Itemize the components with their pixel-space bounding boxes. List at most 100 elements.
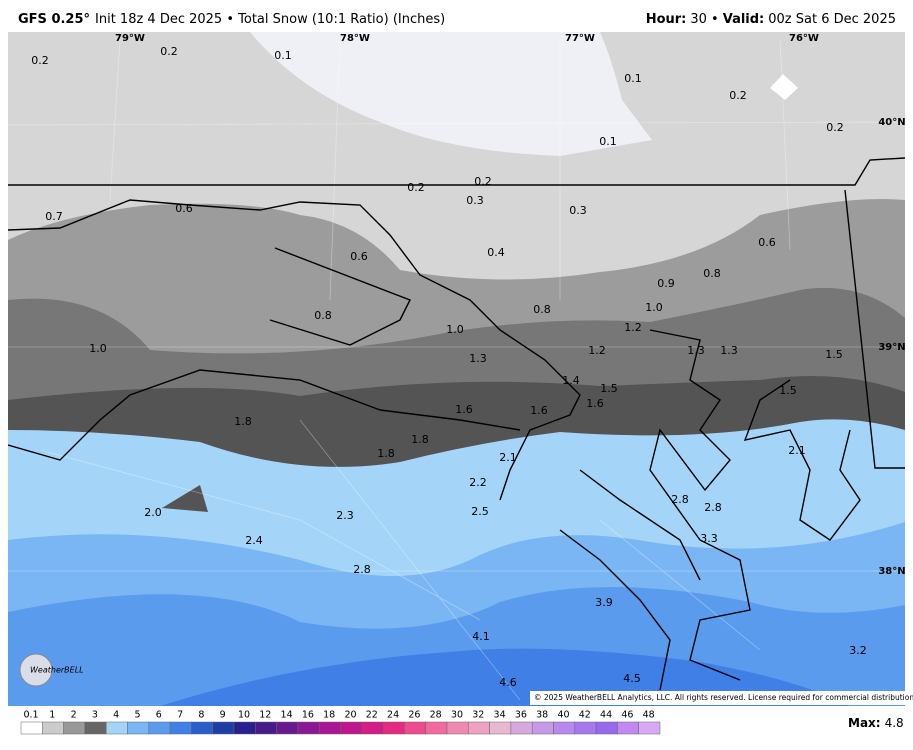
snow-label: 1.0 [446,323,464,336]
colorbar-tick-label: 28 [430,710,442,721]
valid-label: Valid: [723,12,765,27]
snow-label: 2.4 [245,534,263,547]
snow-label: 4.1 [472,630,490,643]
colorbar-swatch [276,721,299,735]
copyright: © 2025 WeatherBELL Analytics, LLC. All r… [534,693,913,702]
model: GFS 0.25° [18,12,90,27]
max: Max: 4.8 [848,716,904,730]
colorbar-tick-label: 36 [515,710,527,721]
snow-label: 0.6 [175,202,193,215]
snow-label: 0.4 [487,246,505,259]
colorbar-swatch [489,721,512,735]
colorbar-tick-label: 5 [134,710,140,721]
colorbar-tick-label: 26 [408,710,420,721]
colorbar-tick-label: 9 [220,710,226,721]
colorbar-swatch [595,721,618,735]
snow-label: 1.3 [720,344,738,357]
colorbar-tick-label: 12 [259,710,271,721]
colorbar-tick-label: 34 [494,710,506,721]
colorbar-swatch [340,721,363,735]
snow-label: 0.7 [45,210,63,223]
colorbar-swatch [212,721,235,735]
grid-roads [8,39,905,701]
colorbar-swatch [318,721,341,735]
snow-label: 2.5 [471,505,489,518]
colorbar-swatch [531,721,554,735]
snow-label: 0.3 [569,204,587,217]
longitude-label: 78°W [340,33,370,44]
colorbar-swatch [127,721,150,735]
hour: 30 • [690,12,718,27]
colorbar-swatch [553,721,576,735]
longitude-label: 77°W [565,33,595,44]
snow-label: 1.6 [586,397,604,410]
logo-mark [19,653,53,687]
snow-label: 2.8 [671,493,689,506]
colorbar-tick-label: 3 [92,710,98,721]
colorbar-swatch [425,721,448,735]
colorbar-swatch [638,721,661,735]
colorbar-swatch [255,721,277,735]
valid: 00z Sat 6 Dec 2025 [768,12,896,27]
colorbar-tick-label: 1 [49,710,55,721]
colorbar-swatch [148,721,171,735]
snow-label: 1.8 [234,415,252,428]
colorbar-swatch [404,721,426,735]
snow-label: 2.1 [499,451,517,464]
colorbar-swatch [446,721,469,735]
colorbar-tick-label: 6 [156,710,162,721]
snow-label: 1.6 [455,403,473,416]
colorbar-swatch [297,721,320,735]
colorbar-swatch [191,721,213,735]
colorbar-swatch [84,721,107,735]
colorbar-tick-label: 42 [579,710,591,721]
colorbar-tick-label: 40 [557,710,569,721]
colorbar-swatch [574,721,597,735]
snow-label: 0.2 [31,54,49,67]
colorbar-tick-label: 46 [621,710,633,721]
snow-label: 0.2 [407,181,425,194]
snow-label: 1.4 [562,374,580,387]
colorbar-tick-label: 0.1 [23,710,38,721]
snow-label: 2.2 [469,476,487,489]
colorbar-swatch [169,721,192,735]
snow-label: 1.8 [377,447,395,460]
snow-label: 2.1 [788,444,806,457]
snow-label: 4.5 [623,672,641,685]
latitude-label: 38°N [878,566,905,577]
shade-1.5-patch [162,485,208,512]
snow-label: 0.2 [729,89,747,102]
colorbar-swatch [468,721,490,735]
snow-label: 1.5 [779,384,797,397]
snow-label: 1.3 [469,352,487,365]
shade-white-patch [770,74,798,100]
header-left: GFS 0.25° Init 18z 4 Dec 2025 • Total Sno… [18,12,445,27]
colorbar-swatch [20,721,43,735]
snow-label: 0.2 [826,121,844,134]
colorbar-swatch [105,721,128,735]
snow-label: 2.8 [704,501,722,514]
product: Init 18z 4 Dec 2025 • Total Snow (10:1 R… [95,12,445,27]
colorbar-tick-label: 48 [643,710,655,721]
colorbar-swatch [361,721,384,735]
max-value: 4.8 [885,716,904,730]
shade-0.1 [250,32,652,156]
colorbar-tick-label: 4 [113,710,119,721]
snow-label: 3.3 [700,532,718,545]
colorbar-tick-label: 30 [451,710,463,721]
colorbar-tick-label: 8 [198,710,204,721]
snow-label: 1.0 [89,342,107,355]
snow-label: 0.8 [703,267,721,280]
map-labels: 79°W 78°W 77°W 76°W 40°N 39°N 38°N 0.2 0.2 0.1 0.1… [31,33,905,689]
snow-label: 0.1 [599,135,617,148]
logo: WeatherBELL [30,666,84,675]
snow-label: 1.2 [588,344,606,357]
snow-label: 2.0 [144,506,162,519]
colorbar-swatch [42,721,64,735]
snow-label: 0.6 [758,236,776,249]
snow-label: 0.1 [274,49,292,62]
colorbar: 0.1 1 2 3 4 5 6 7 8 9 10 12 14 16 18 20 22 24 26 28 30 32 34 36… [20,710,661,735]
colorbar-swatch [382,721,405,735]
colorbar-tick-label: 2 [71,710,77,721]
